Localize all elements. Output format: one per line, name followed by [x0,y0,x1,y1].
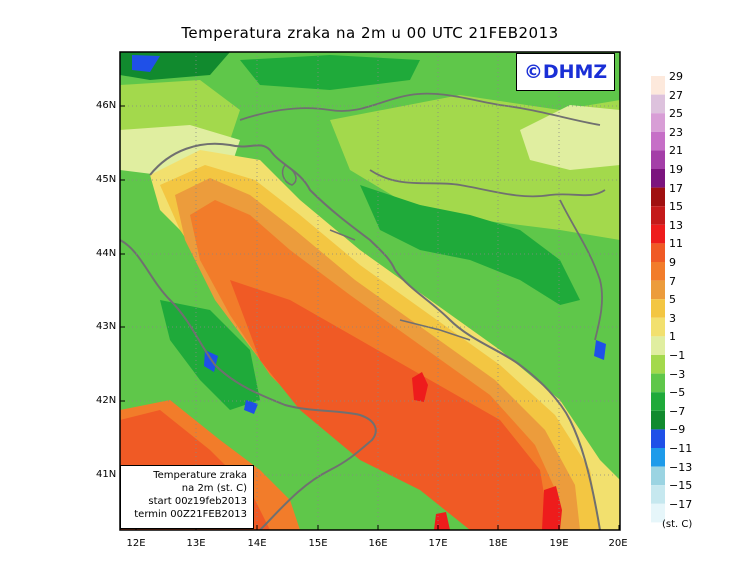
colorbar-tick-label: 3 [669,311,676,325]
colorbar-swatch [651,355,665,374]
lon-label-13e: 13E [186,538,206,549]
lat-label-45n: 45N [96,174,117,185]
info-line-4: termin 00Z21FEB2013 [134,509,247,520]
colorbar-swatch [651,410,665,430]
pannonian-yellow [520,105,620,170]
grid-lines [120,52,620,530]
colorbar-tick-label: −17 [669,497,693,511]
map-title: Temperatura zraka na 2m u 00 UTC 21FEB20… [181,24,559,42]
colorbar-swatch [651,187,665,207]
lat-label-43n: 43N [96,321,117,332]
colorbar-tick-label: −9 [669,423,686,437]
dhmz-logo: ©DHMZ [516,53,615,91]
colorbar [651,76,665,523]
colorbar-tick-label: 21 [669,144,683,158]
island-1 [281,164,297,186]
colorbar-tick-label: −5 [669,386,686,400]
colorbar-swatch [651,299,665,318]
colorbar-swatch [651,503,665,523]
colorbar-tick-label: −1 [669,349,686,362]
colorbar-swatch [651,317,665,337]
info-box: Temperature zraka na 2m (st. C) start 00… [120,465,254,529]
border-line-2 [369,169,606,198]
cold-spot-1 [132,55,160,72]
sea-orange-deep [230,280,550,530]
colorbar-tick-label: 23 [669,125,683,139]
cold-spot-4 [594,340,606,360]
axis-ticks [120,105,620,530]
colorbar-swatch [651,150,665,169]
colorbar-swatch [651,94,665,114]
lon-label-17e: 17E [428,538,448,549]
colorbar-tick-label: 19 [669,163,683,176]
map-frame [119,51,621,531]
colorbar-tick-label: −13 [669,460,693,474]
colorbar-tick-label: 5 [669,293,676,307]
border-line-3 [559,199,603,341]
colorbar-tick-label: 1 [669,330,676,344]
colorbar-tick-label: 11 [669,237,683,251]
colorbar-swatch [651,206,665,225]
colorbar-tick-label: 17 [669,181,683,195]
colorbar-swatch [651,448,665,467]
lat-label-41n: 41N [96,469,117,480]
colorbar-swatch [651,280,665,300]
info-line-3: start 00z19feb2013 [148,496,247,507]
colorbar-swatch [651,392,665,411]
colorbar-swatch [651,262,665,281]
colorbar-tick-label: 9 [669,256,676,269]
lon-label-18e: 18E [488,538,508,549]
colorbar-swatch [651,224,665,244]
colorbar-tick-label: 13 [669,218,683,232]
border-line [239,92,601,126]
colorbar-tick-label: 25 [669,107,683,121]
colorbar-tick-label: −15 [669,479,693,493]
dinaric-dark [360,185,580,305]
colorbar-swatch [651,373,665,393]
colorbar-swatch [651,131,665,151]
hot-spot-2 [542,486,562,530]
italy-coast [120,239,377,530]
colorbar-swatch [651,485,665,504]
colorbar-swatch [651,169,665,188]
lon-label-12e: 12E [126,538,146,549]
colorbar-unit: (st. C) [662,519,693,530]
north-dark [240,55,420,90]
colorbar-tick-label: −3 [669,367,686,381]
colorbar-swatch [651,76,665,95]
colorbar-swatch [651,336,665,355]
lon-label-15e: 15E [308,538,328,549]
colorbar-tick-label: 15 [669,200,683,214]
colorbar-swatch [651,113,665,132]
colorbar-swatch [651,466,665,486]
colorbar-tick-label: 7 [669,274,676,288]
island-3 [329,229,356,241]
lat-label-46n: 46N [96,100,117,111]
lon-label-19e: 19E [549,538,569,549]
colorbar-tick-label: −11 [669,442,693,455]
info-line-2: na 2m (st. C) [181,483,247,494]
info-line-1: Temperature zraka [153,470,247,481]
colorbar-swatch [651,243,665,262]
cold-spot-3 [244,400,258,414]
colorbar-tick-label: −7 [669,404,686,418]
hot-spot-1 [412,372,428,402]
lon-label-14e: 14E [247,538,267,549]
island-2 [399,319,471,341]
lon-label-16e: 16E [368,538,388,549]
lat-label-42n: 42N [96,395,117,406]
colorbar-tick-label: 29 [669,70,683,83]
colorbar-swatch [651,429,665,448]
lon-label-20e: 20E [608,538,628,549]
lat-label-44n: 44N [96,248,117,259]
colorbar-tick-label: 27 [669,88,683,102]
coastline [149,142,601,530]
